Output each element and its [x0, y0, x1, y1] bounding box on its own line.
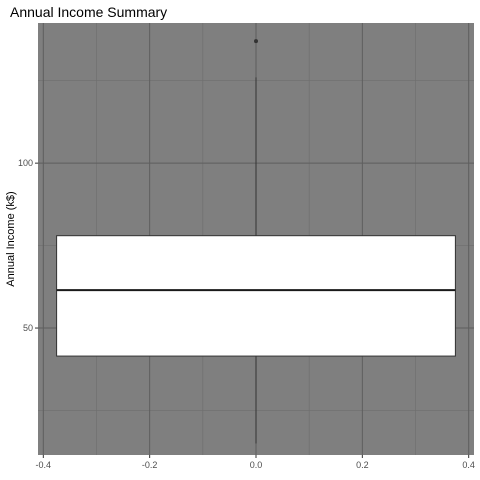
y-axis-title: Annual Income (k$): [5, 191, 17, 286]
y-tick-label: 100: [18, 158, 33, 168]
x-tick-label: 0.2: [356, 460, 369, 470]
x-tick-label: -0.4: [36, 460, 52, 470]
outlier-point: [254, 39, 258, 44]
iqr-box: [56, 235, 456, 357]
box-marks: [56, 39, 456, 444]
x-tick-label: -0.2: [142, 460, 158, 470]
x-tick-label: 0.4: [462, 460, 475, 470]
chart-title: Annual Income Summary: [10, 4, 167, 20]
x-tick-label: 0.0: [250, 460, 263, 470]
y-tick-label: 50: [23, 323, 33, 333]
axis-ticks: 50 100 -0.4 -0.2 0.0 0.2 0.4: [18, 158, 475, 470]
